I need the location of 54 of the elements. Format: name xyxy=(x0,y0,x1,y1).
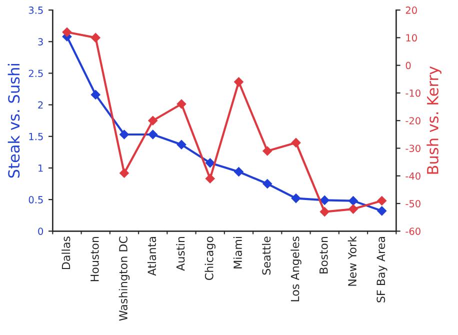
y-tick-label: 1.5 xyxy=(29,133,43,140)
y-tick-label: 0 xyxy=(38,228,43,235)
y2-tick-label: -40 xyxy=(406,172,420,180)
point xyxy=(348,204,358,214)
point xyxy=(234,167,244,176)
point xyxy=(320,196,330,205)
x-tick-label: Washington DC xyxy=(118,236,130,321)
x-tick-label: New York xyxy=(348,236,356,286)
y2-tick-label: -20 xyxy=(406,117,420,124)
point xyxy=(90,33,100,42)
x-tick-label: Chicago xyxy=(204,236,216,280)
x-tick-label: Houston xyxy=(90,236,99,282)
x-tick-label: SF Bay Area xyxy=(376,237,388,302)
y2-tick-label: -60 xyxy=(406,228,420,235)
point xyxy=(291,138,301,148)
point xyxy=(291,194,301,203)
y2-tick-label: -50 xyxy=(406,200,420,208)
y-tick-label: 3 xyxy=(38,38,43,46)
point xyxy=(120,130,129,140)
x-tick-label: Boston xyxy=(320,236,328,274)
y2-tick-label: -10 xyxy=(406,89,420,97)
point xyxy=(262,146,272,156)
point xyxy=(176,99,186,109)
x-tick-label: Miami xyxy=(233,237,242,268)
y-tick-label: 0.5 xyxy=(28,196,43,204)
point xyxy=(148,116,158,126)
point xyxy=(176,140,186,150)
y-tick-label: 2.5 xyxy=(28,70,43,78)
point xyxy=(377,196,386,206)
x-tick-label: Dallas xyxy=(62,236,70,270)
point xyxy=(205,158,215,168)
point xyxy=(90,90,100,100)
y2-axis-title: Bush vs. Kerry xyxy=(426,66,442,174)
x-tick-label: Atlanta xyxy=(147,237,156,276)
point xyxy=(120,168,129,178)
point xyxy=(262,179,272,188)
point xyxy=(62,28,72,37)
y-tick-label: 2 xyxy=(38,101,43,108)
x-tick-label: Seattle xyxy=(262,236,271,275)
point xyxy=(234,77,244,87)
point xyxy=(377,206,386,216)
y-axis-title: Steak vs. Sushi xyxy=(8,64,20,178)
y-tick-label: 3.5 xyxy=(28,6,43,14)
point xyxy=(320,207,330,216)
y-tick-label: 1 xyxy=(38,164,43,172)
point xyxy=(205,174,215,184)
point xyxy=(148,130,158,140)
x-tick-label: Los Angeles xyxy=(290,236,302,302)
point xyxy=(348,196,358,206)
y2-tick-label: 20 xyxy=(406,6,417,14)
x-tick-label: Austin xyxy=(176,236,185,271)
y2-tick-label: 0 xyxy=(406,62,411,70)
y2-tick-label: -30 xyxy=(406,144,420,152)
y2-tick-label: 10 xyxy=(406,34,417,42)
